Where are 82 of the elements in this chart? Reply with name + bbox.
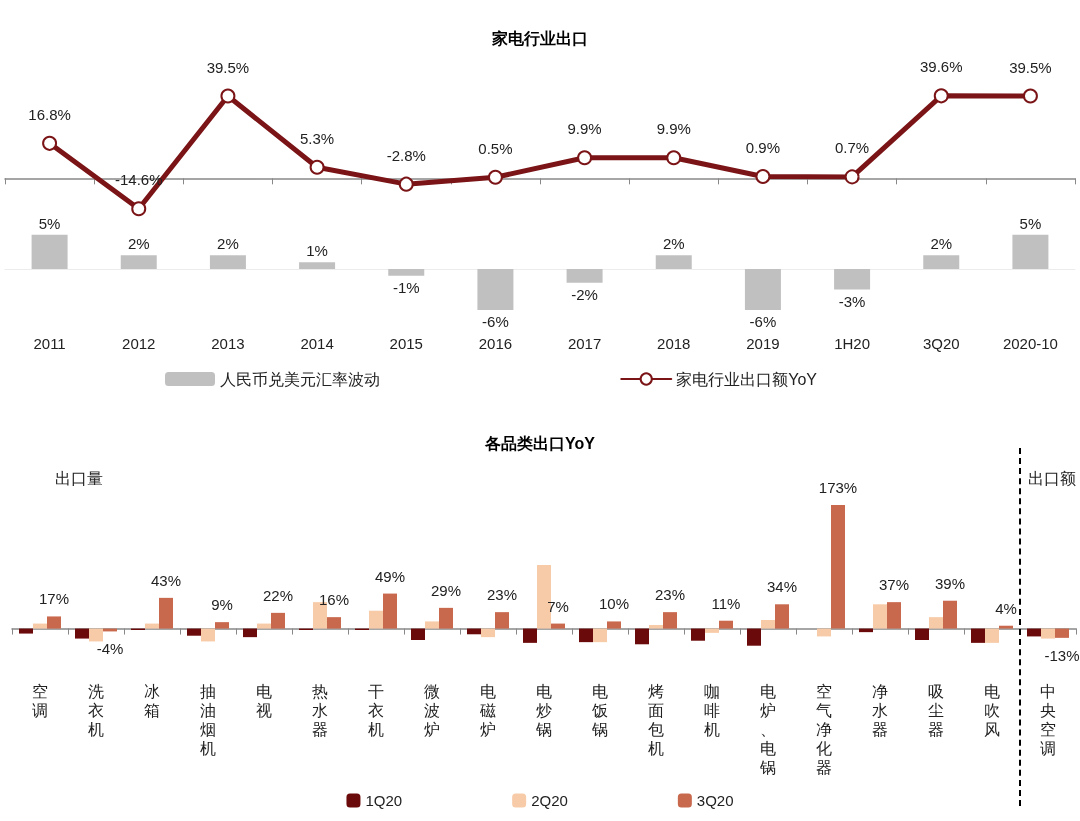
data-label: 43% <box>150 571 182 589</box>
legend-label: 3Q20 <box>696 792 734 809</box>
data-label: 23% <box>654 586 686 604</box>
data-label: 9.9% <box>567 120 602 138</box>
x-tick-label: 电磁炉 <box>479 683 496 738</box>
x-tick-label: 空气净化器 <box>816 683 832 776</box>
x-tick-label: 电炉、电锅 <box>759 683 776 776</box>
x-tick-label: 2016 <box>478 335 513 352</box>
x-tick-label: 洗衣机 <box>88 683 104 738</box>
data-label: 39.5% <box>206 58 250 76</box>
x-tick-label: 电视 <box>256 683 272 719</box>
data-label: 2% <box>930 235 953 253</box>
chart-title: 家电行业出口 <box>491 28 588 47</box>
x-tick-label: 抽油烟机 <box>200 683 216 757</box>
data-label: 16% <box>318 591 350 609</box>
x-tick-label: 中央空调 <box>1040 683 1056 757</box>
legend-label: 人民币兑美元汇率波动 <box>220 370 380 388</box>
x-tick-label: 2012 <box>122 335 156 352</box>
data-label: 49% <box>374 567 406 585</box>
x-tick-label: 吸尘器 <box>928 683 944 738</box>
x-tick-label: 空调 <box>32 683 48 719</box>
legend-label: 1Q20 <box>365 792 403 809</box>
data-label: -6% <box>482 313 509 330</box>
x-tick-label: 电吹风 <box>984 683 1000 738</box>
x-tick-label: 2013 <box>211 335 245 352</box>
x-tick-label: 2018 <box>657 335 691 352</box>
chart-title: 各品类出口YoY <box>484 434 596 452</box>
data-label: 39.5% <box>1009 58 1052 76</box>
data-label: 7% <box>547 597 569 615</box>
data-label: -3% <box>838 292 866 310</box>
data-label: 22% <box>262 586 294 604</box>
x-tick-label: 烤面包机 <box>648 683 664 757</box>
x-tick-label: 热水器 <box>312 683 328 738</box>
x-tick-label: 2019 <box>746 335 780 352</box>
x-tick-label: 冰箱 <box>144 683 160 719</box>
legend-label: 家电行业出口额YoY <box>676 370 818 388</box>
data-label: 23% <box>486 586 518 604</box>
data-label: 173% <box>818 479 858 496</box>
x-tick-label: 2015 <box>389 335 423 352</box>
data-label: 4% <box>995 599 1017 617</box>
data-label: 29% <box>430 581 462 599</box>
data-label: -13% <box>1044 646 1080 664</box>
data-label: 39.6% <box>919 58 963 76</box>
x-tick-label: 咖啡机 <box>704 683 720 738</box>
data-label: 0.7% <box>834 139 870 157</box>
x-tick-label: 3Q20 <box>922 335 960 352</box>
data-label: -6% <box>749 313 777 330</box>
data-label: 34% <box>766 578 798 596</box>
x-tick-label: 2011 <box>33 335 66 352</box>
legend-label: 2Q20 <box>531 792 568 809</box>
data-label: -2% <box>571 285 598 303</box>
data-label: 5% <box>38 214 61 232</box>
x-tick-label: 2017 <box>567 335 602 352</box>
x-tick-label: 2014 <box>300 335 334 352</box>
data-label: 16.8% <box>28 105 71 123</box>
data-label: 5% <box>1019 214 1042 232</box>
x-tick-label: 微波炉 <box>424 683 440 738</box>
data-label: 5.3% <box>299 129 335 147</box>
data-label: 10% <box>598 595 630 613</box>
data-label: 39% <box>934 574 966 592</box>
data-label: 37% <box>878 576 910 594</box>
text: 出口量 <box>55 469 103 487</box>
x-tick-label: 电饭锅 <box>591 683 608 738</box>
data-label: 2% <box>662 235 685 253</box>
data-label: 2% <box>127 235 150 253</box>
data-label: -2.8% <box>386 146 426 164</box>
data-label: 17% <box>38 590 70 608</box>
data-label: 0.5% <box>478 139 513 157</box>
x-tick-label: 2020-10 <box>1002 335 1058 352</box>
x-tick-label: 净水器 <box>872 683 888 738</box>
x-tick-label: 干衣机 <box>368 683 384 738</box>
data-label: -1% <box>392 278 420 296</box>
data-label: 2% <box>217 235 239 253</box>
data-label: 11% <box>711 594 741 612</box>
x-tick-label: 电炒锅 <box>535 683 552 738</box>
data-label: 0.9% <box>745 138 781 156</box>
x-tick-label: 1H20 <box>834 335 871 352</box>
data-label: 1% <box>306 242 328 260</box>
data-label: -4% <box>96 640 124 658</box>
data-label: 9% <box>211 596 233 614</box>
text: 出口额 <box>1028 469 1076 487</box>
data-label: 9.9% <box>656 120 691 138</box>
